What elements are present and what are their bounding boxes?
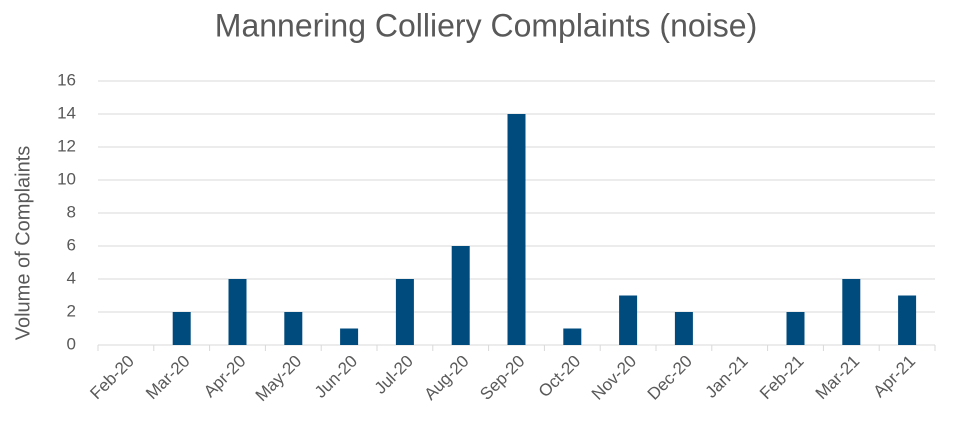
x-tick-label: Sep-20 [476, 352, 528, 404]
y-tick-label: 2 [67, 301, 76, 320]
bar [451, 246, 470, 345]
y-tick-label: 8 [67, 202, 76, 221]
x-tick-label: Feb-20 [86, 352, 138, 404]
bar [507, 114, 526, 345]
bar [172, 312, 191, 345]
y-tick-label: 14 [57, 103, 76, 122]
y-tick-label: 6 [67, 235, 76, 254]
bar [619, 295, 638, 345]
y-tick-label: 4 [67, 268, 76, 287]
x-tick-label: Jun-20 [311, 352, 361, 402]
x-tick-label: Oct-20 [535, 352, 585, 402]
x-tick-label: Dec-20 [644, 352, 696, 404]
x-tick-label: Mar-20 [142, 352, 194, 404]
bar [395, 279, 414, 345]
bar [898, 295, 917, 345]
bar [786, 312, 805, 345]
x-tick-label: Mar-21 [812, 352, 864, 404]
x-tick-label: Aug-20 [420, 352, 472, 404]
y-tick-label: 10 [57, 169, 76, 188]
bar [674, 312, 693, 345]
bar [563, 328, 582, 345]
bar [340, 328, 359, 345]
x-tick-label: Nov-20 [588, 352, 640, 404]
x-tick-label: Apr-20 [200, 352, 250, 402]
y-tick-label: 12 [57, 136, 76, 155]
y-tick-label: 16 [57, 70, 76, 89]
x-tick-label: Feb-21 [756, 352, 808, 404]
y-tick-label: 0 [67, 334, 76, 353]
x-tick-label: Apr-21 [870, 352, 920, 402]
y-axis-label: Volume of Complaints [12, 146, 34, 341]
x-tick-label: May-20 [252, 352, 306, 406]
bar [284, 312, 303, 345]
x-tick-label: Jul-20 [371, 352, 417, 398]
bar [842, 279, 861, 345]
bar [228, 279, 247, 345]
chart-title: Mannering Colliery Complaints (noise) [215, 7, 757, 43]
x-tick-label: Jan-21 [702, 352, 752, 402]
